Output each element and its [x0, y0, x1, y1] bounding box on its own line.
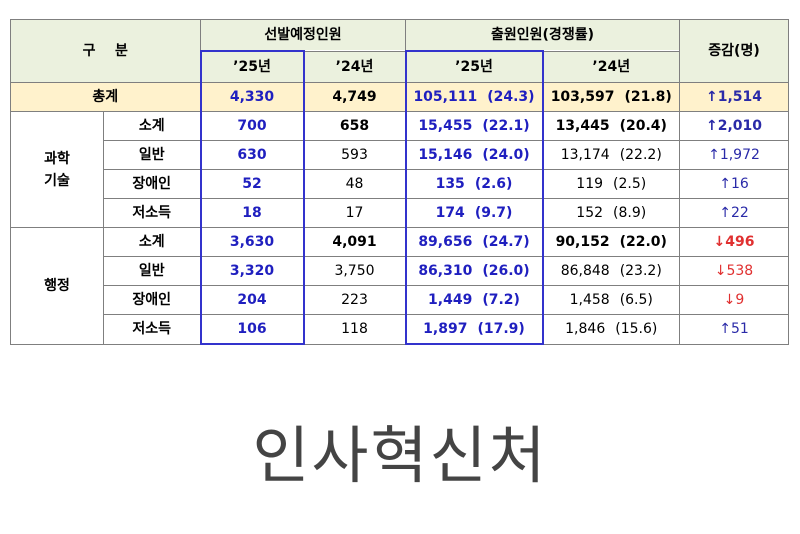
cell-change: ↑51 — [679, 314, 789, 345]
cell-change: ↑16 — [679, 169, 789, 199]
header-sel-24: ’24년 — [303, 50, 406, 83]
cell-sel25: 18 — [199, 198, 305, 228]
total-label: 총계 — [10, 82, 201, 112]
cell-change: ↑1,972 — [679, 140, 789, 170]
row-label: 저소득 — [103, 198, 201, 228]
row-label: 장애인 — [103, 169, 201, 199]
cell-app24: 90,152 (22.0) — [542, 227, 680, 257]
table-row: 행정 소계 3,630 4,091 89,656 (24.7) 90,152 (22… — [10, 227, 789, 345]
header-category: 구 분 — [10, 19, 201, 83]
cell-change: ↑22 — [679, 198, 789, 228]
cell-app24: 86,848 (23.2) — [542, 256, 680, 286]
row-label: 장애인 — [103, 285, 201, 315]
cell-change: ↓9 — [679, 285, 789, 315]
cell-sel25: 106 — [199, 314, 305, 345]
cell-sel24: 4,091 — [303, 227, 406, 257]
table-row: 저소득 106 118 1,897 (17.9) 1,846 (15.6) ↑51 — [11, 314, 789, 345]
cell-sel25: 52 — [199, 169, 305, 199]
table-row: 일반 3,320 3,750 86,310 (26.0) 86,848 (23.2)… — [11, 256, 789, 286]
cell-sel25: 3,630 — [199, 227, 305, 257]
cell-app25: 135 (2.6) — [404, 169, 544, 199]
row-label: 일반 — [103, 256, 201, 286]
total-sel25: 4,330 — [199, 82, 305, 112]
header-applied-group: 출원인원(경쟁률) — [405, 19, 680, 52]
table-row: 장애인 52 48 135 (2.6) 119 (2.5) ↑16 — [11, 169, 789, 199]
header-change: 증감(명) — [679, 19, 789, 83]
recruitment-statistics-table: 구 분 선발예정인원 출원인원(경쟁률) 증감(명) ’25년 ’24년 ’25… — [10, 19, 789, 345]
header-selected-group: 선발예정인원 — [200, 19, 406, 52]
cell-sel25: 204 — [199, 285, 305, 315]
group-science-tech: 과학 기술 — [10, 111, 104, 228]
cell-app24: 13,445 (20.4) — [542, 111, 680, 141]
header-sel-25: ’25년 — [199, 50, 305, 83]
cell-sel24: 223 — [303, 285, 406, 315]
total-change: ↑1,514 — [679, 82, 789, 112]
cell-sel24: 3,750 — [303, 256, 406, 286]
row-label: 저소득 — [103, 314, 201, 345]
row-label: 소계 — [103, 111, 201, 141]
cell-app24: 1,846 (15.6) — [542, 314, 680, 345]
row-label: 소계 — [103, 227, 201, 257]
cell-sel24: 48 — [303, 169, 406, 199]
header-app-25: ’25년 — [404, 50, 544, 83]
cell-sel24: 593 — [303, 140, 406, 170]
total-app24: 103,597 (21.8) — [542, 82, 680, 112]
cell-app25: 15,146 (24.0) — [404, 140, 544, 170]
table-row: 장애인 204 223 1,449 (7.2) 1,458 (6.5) ↓9 — [11, 285, 789, 315]
cell-sel25: 630 — [199, 140, 305, 170]
header-app-24: ’24년 — [542, 50, 680, 83]
total-app25: 105,111 (24.3) — [404, 82, 544, 112]
total-row: 총계 4,330 4,749 105,111 (24.3) 103,597 (21.… — [10, 82, 789, 112]
cell-app25: 86,310 (26.0) — [404, 256, 544, 286]
cell-sel25: 3,320 — [199, 256, 305, 286]
row-label: 일반 — [103, 140, 201, 170]
cell-app24: 119 (2.5) — [542, 169, 680, 199]
cell-sel25: 700 — [199, 111, 305, 141]
cell-app25: 15,455 (22.1) — [404, 111, 544, 141]
cell-sel24: 118 — [303, 314, 406, 345]
table-row: 과학 기술 소계 700 658 15,455 (22.1) 13,445 (20.4… — [10, 111, 789, 228]
cell-app25: 1,449 (7.2) — [404, 285, 544, 315]
total-sel24: 4,749 — [303, 82, 406, 112]
cell-app24: 1,458 (6.5) — [542, 285, 680, 315]
cell-sel24: 658 — [303, 111, 406, 141]
table-row: 저소득 18 17 174 (9.7) 152 (8.9) ↑22 — [11, 198, 789, 228]
cell-app25: 1,897 (17.9) — [404, 314, 544, 345]
cell-change: ↑2,010 — [679, 111, 789, 141]
ministry-logo-text: 인사혁신처 — [252, 419, 548, 492]
table-row: 일반 630 593 15,146 (24.0) 13,174 (22.2) ↑1,… — [11, 140, 789, 170]
cell-app25: 174 (9.7) — [404, 198, 544, 228]
cell-app24: 152 (8.9) — [542, 198, 680, 228]
cell-change: ↓496 — [679, 227, 789, 257]
cell-sel24: 17 — [303, 198, 406, 228]
cell-change: ↓538 — [679, 256, 789, 286]
cell-app25: 89,656 (24.7) — [404, 227, 544, 257]
group-administration: 행정 — [10, 227, 104, 345]
cell-app24: 13,174 (22.2) — [542, 140, 680, 170]
